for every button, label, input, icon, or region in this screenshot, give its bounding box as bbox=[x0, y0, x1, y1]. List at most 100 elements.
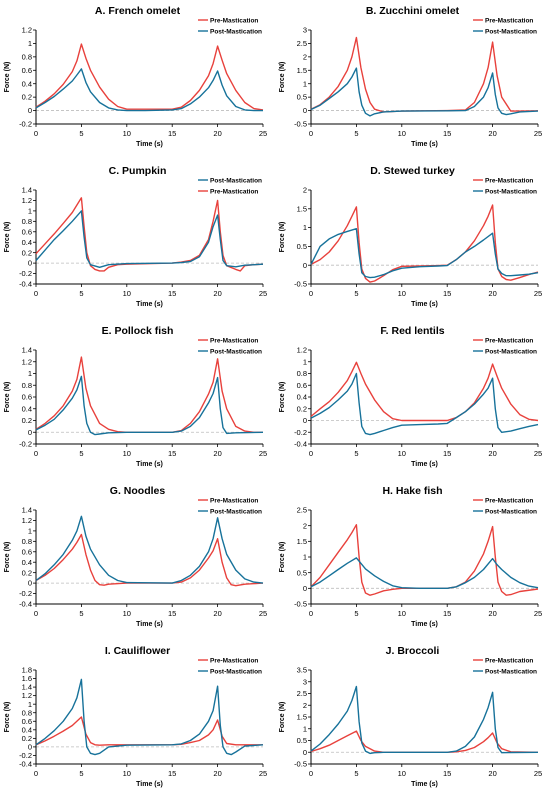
series-line-post bbox=[310, 227, 539, 279]
y-tick-label: 0 bbox=[303, 261, 307, 270]
x-tick-label: 25 bbox=[259, 769, 267, 778]
y-tick-label: 1.2 bbox=[22, 516, 32, 525]
y-tick-label: 0 bbox=[303, 584, 307, 593]
x-axis-label: Time (s) bbox=[411, 781, 438, 788]
x-tick-label: 20 bbox=[213, 289, 221, 298]
x-tick-label: 20 bbox=[488, 609, 496, 618]
panel-c: C. Pumpkin-0.4-0.200.20.40.60.811.21.40 5… bbox=[4, 165, 267, 308]
y-axis-label: Force (N) bbox=[4, 382, 11, 413]
x-tick-label: 20 bbox=[488, 449, 496, 458]
x-tick-label: 25 bbox=[534, 769, 542, 778]
y-tick-label: 0 bbox=[28, 743, 32, 752]
legend-label-pre: Pre-Mastication bbox=[210, 657, 258, 664]
x-tick-label: 5 bbox=[354, 769, 358, 778]
y-tick-label: 0.8 bbox=[22, 381, 32, 390]
y-tick-label: 1 bbox=[303, 79, 307, 88]
x-axis-label: Time (s) bbox=[411, 621, 438, 628]
x-tick-label: 20 bbox=[213, 449, 221, 458]
y-tick-label: 1.4 bbox=[22, 683, 32, 692]
series-line-post bbox=[310, 372, 539, 436]
y-tick-label: 0.4 bbox=[297, 393, 307, 402]
x-tick-label: 15 bbox=[443, 609, 451, 618]
x-tick-label: 15 bbox=[443, 769, 451, 778]
legend-label-post: Post-Mastication bbox=[485, 508, 537, 515]
y-tick-label: 1.2 bbox=[22, 357, 32, 366]
y-tick-label: 0.6 bbox=[297, 381, 307, 390]
y-tick-label: 2 bbox=[303, 701, 307, 710]
x-tick-label: 0 bbox=[34, 289, 38, 298]
y-tick-label: 0.8 bbox=[297, 369, 307, 378]
series-line-pre bbox=[310, 524, 539, 596]
x-tick-label: 15 bbox=[168, 609, 176, 618]
y-tick-label: 3 bbox=[303, 26, 307, 35]
y-tick-label: 1.5 bbox=[297, 66, 307, 75]
y-tick-label: 0.8 bbox=[22, 217, 32, 226]
legend-label-post: Post-Mastication bbox=[485, 28, 537, 35]
panel-title: B. Zucchini omelet bbox=[366, 5, 460, 17]
x-tick-label: 25 bbox=[259, 449, 267, 458]
panel-title: F. Red lentils bbox=[380, 325, 444, 337]
series-line-post bbox=[310, 557, 539, 589]
y-tick-label: 1.4 bbox=[22, 186, 32, 195]
legend-label-pre: Pre-Mastication bbox=[210, 188, 258, 195]
x-tick-label: 20 bbox=[213, 769, 221, 778]
y-tick-label: 0.2 bbox=[22, 416, 32, 425]
legend-label-post: Post-Mastication bbox=[210, 28, 262, 35]
panel-i: I. Cauliflower-0.4-0.200.20.40.60.811.21… bbox=[4, 645, 267, 788]
series-line-pre bbox=[310, 730, 539, 753]
legend-label-post: Post-Mastication bbox=[485, 188, 537, 195]
x-tick-label: 0 bbox=[34, 449, 38, 458]
y-tick-label: -0.4 bbox=[19, 280, 32, 289]
x-tick-label: 0 bbox=[34, 129, 38, 138]
y-tick-label: -0.5 bbox=[294, 280, 307, 289]
y-tick-label: -0.4 bbox=[294, 440, 307, 449]
y-tick-label: -0.5 bbox=[294, 600, 307, 609]
y-axis-label: Force (N) bbox=[4, 702, 11, 733]
y-tick-label: -0.2 bbox=[19, 751, 32, 760]
y-tick-label: 2.5 bbox=[297, 506, 307, 515]
legend-label-post: Post-Mastication bbox=[485, 348, 537, 355]
y-tick-label: 1.4 bbox=[22, 346, 32, 355]
y-axis-label: Force (N) bbox=[279, 702, 286, 733]
y-tick-label: 1.6 bbox=[22, 674, 32, 683]
panel-title: E. Pollock fish bbox=[102, 325, 174, 337]
legend: Pre-Mastication Post-Mastication bbox=[473, 497, 537, 515]
panel-title: D. Stewed turkey bbox=[370, 165, 455, 177]
x-tick-label: 10 bbox=[398, 129, 406, 138]
x-tick-label: 0 bbox=[34, 769, 38, 778]
y-tick-label: 0.6 bbox=[22, 547, 32, 556]
series-line-post bbox=[35, 375, 264, 436]
y-tick-label: 1 bbox=[28, 700, 32, 709]
series-line-pre bbox=[35, 356, 263, 433]
x-tick-label: 5 bbox=[79, 129, 83, 138]
y-tick-label: -0.2 bbox=[19, 589, 32, 598]
y-tick-label: 0.8 bbox=[22, 537, 32, 546]
y-axis-label: Force (N) bbox=[279, 222, 286, 253]
x-tick-label: 10 bbox=[398, 289, 406, 298]
series-line-post bbox=[35, 68, 263, 112]
x-tick-label: 15 bbox=[443, 449, 451, 458]
panel-h: H. Hake fish-0.500.511.522.50 5 10 15 20 25Ti… bbox=[279, 485, 542, 628]
legend-label-post: Post-Mastication bbox=[210, 508, 262, 515]
x-tick-label: 20 bbox=[488, 129, 496, 138]
panel-title: C. Pumpkin bbox=[109, 165, 167, 177]
x-tick-label: 0 bbox=[34, 609, 38, 618]
y-tick-label: 0 bbox=[28, 106, 32, 115]
y-tick-label: 3 bbox=[303, 677, 307, 686]
legend-label-pre: Pre-Mastication bbox=[485, 497, 533, 504]
y-tick-label: 0.4 bbox=[22, 238, 32, 247]
y-tick-label: 1 bbox=[303, 357, 307, 366]
y-tick-label: 1.8 bbox=[22, 666, 32, 675]
x-tick-label: 0 bbox=[309, 769, 313, 778]
x-tick-label: 15 bbox=[443, 129, 451, 138]
y-tick-label: 0.6 bbox=[22, 393, 32, 402]
y-tick-label: 1 bbox=[303, 724, 307, 733]
y-tick-label: 1 bbox=[28, 206, 32, 215]
y-tick-label: -0.4 bbox=[19, 600, 32, 609]
y-tick-label: 1.2 bbox=[22, 26, 32, 35]
x-tick-label: 5 bbox=[79, 289, 83, 298]
x-tick-label: 25 bbox=[534, 449, 542, 458]
x-tick-label: 10 bbox=[398, 609, 406, 618]
x-tick-label: 20 bbox=[488, 289, 496, 298]
